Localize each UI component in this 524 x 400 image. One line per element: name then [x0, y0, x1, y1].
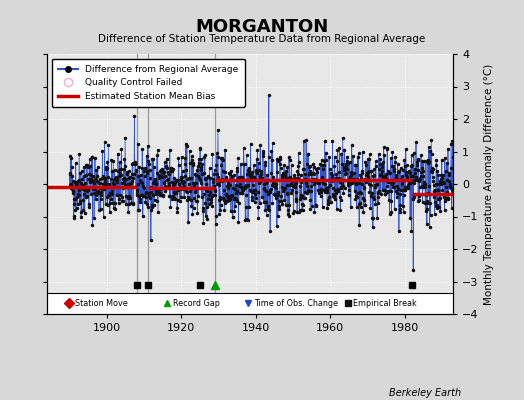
Text: Time of Obs. Change: Time of Obs. Change	[254, 299, 338, 308]
Text: MORGANTON: MORGANTON	[195, 18, 329, 36]
Text: Berkeley Earth: Berkeley Earth	[389, 388, 461, 398]
Text: Record Gap: Record Gap	[172, 299, 220, 308]
Legend: Difference from Regional Average, Quality Control Failed, Estimated Station Mean: Difference from Regional Average, Qualit…	[52, 58, 245, 107]
Bar	[47, 293, 453, 314]
Text: Station Move: Station Move	[75, 299, 128, 308]
Text: Difference of Station Temperature Data from Regional Average: Difference of Station Temperature Data f…	[99, 34, 425, 44]
Y-axis label: Monthly Temperature Anomaly Difference (°C): Monthly Temperature Anomaly Difference (…	[484, 63, 494, 305]
Text: Empirical Break: Empirical Break	[353, 299, 417, 308]
